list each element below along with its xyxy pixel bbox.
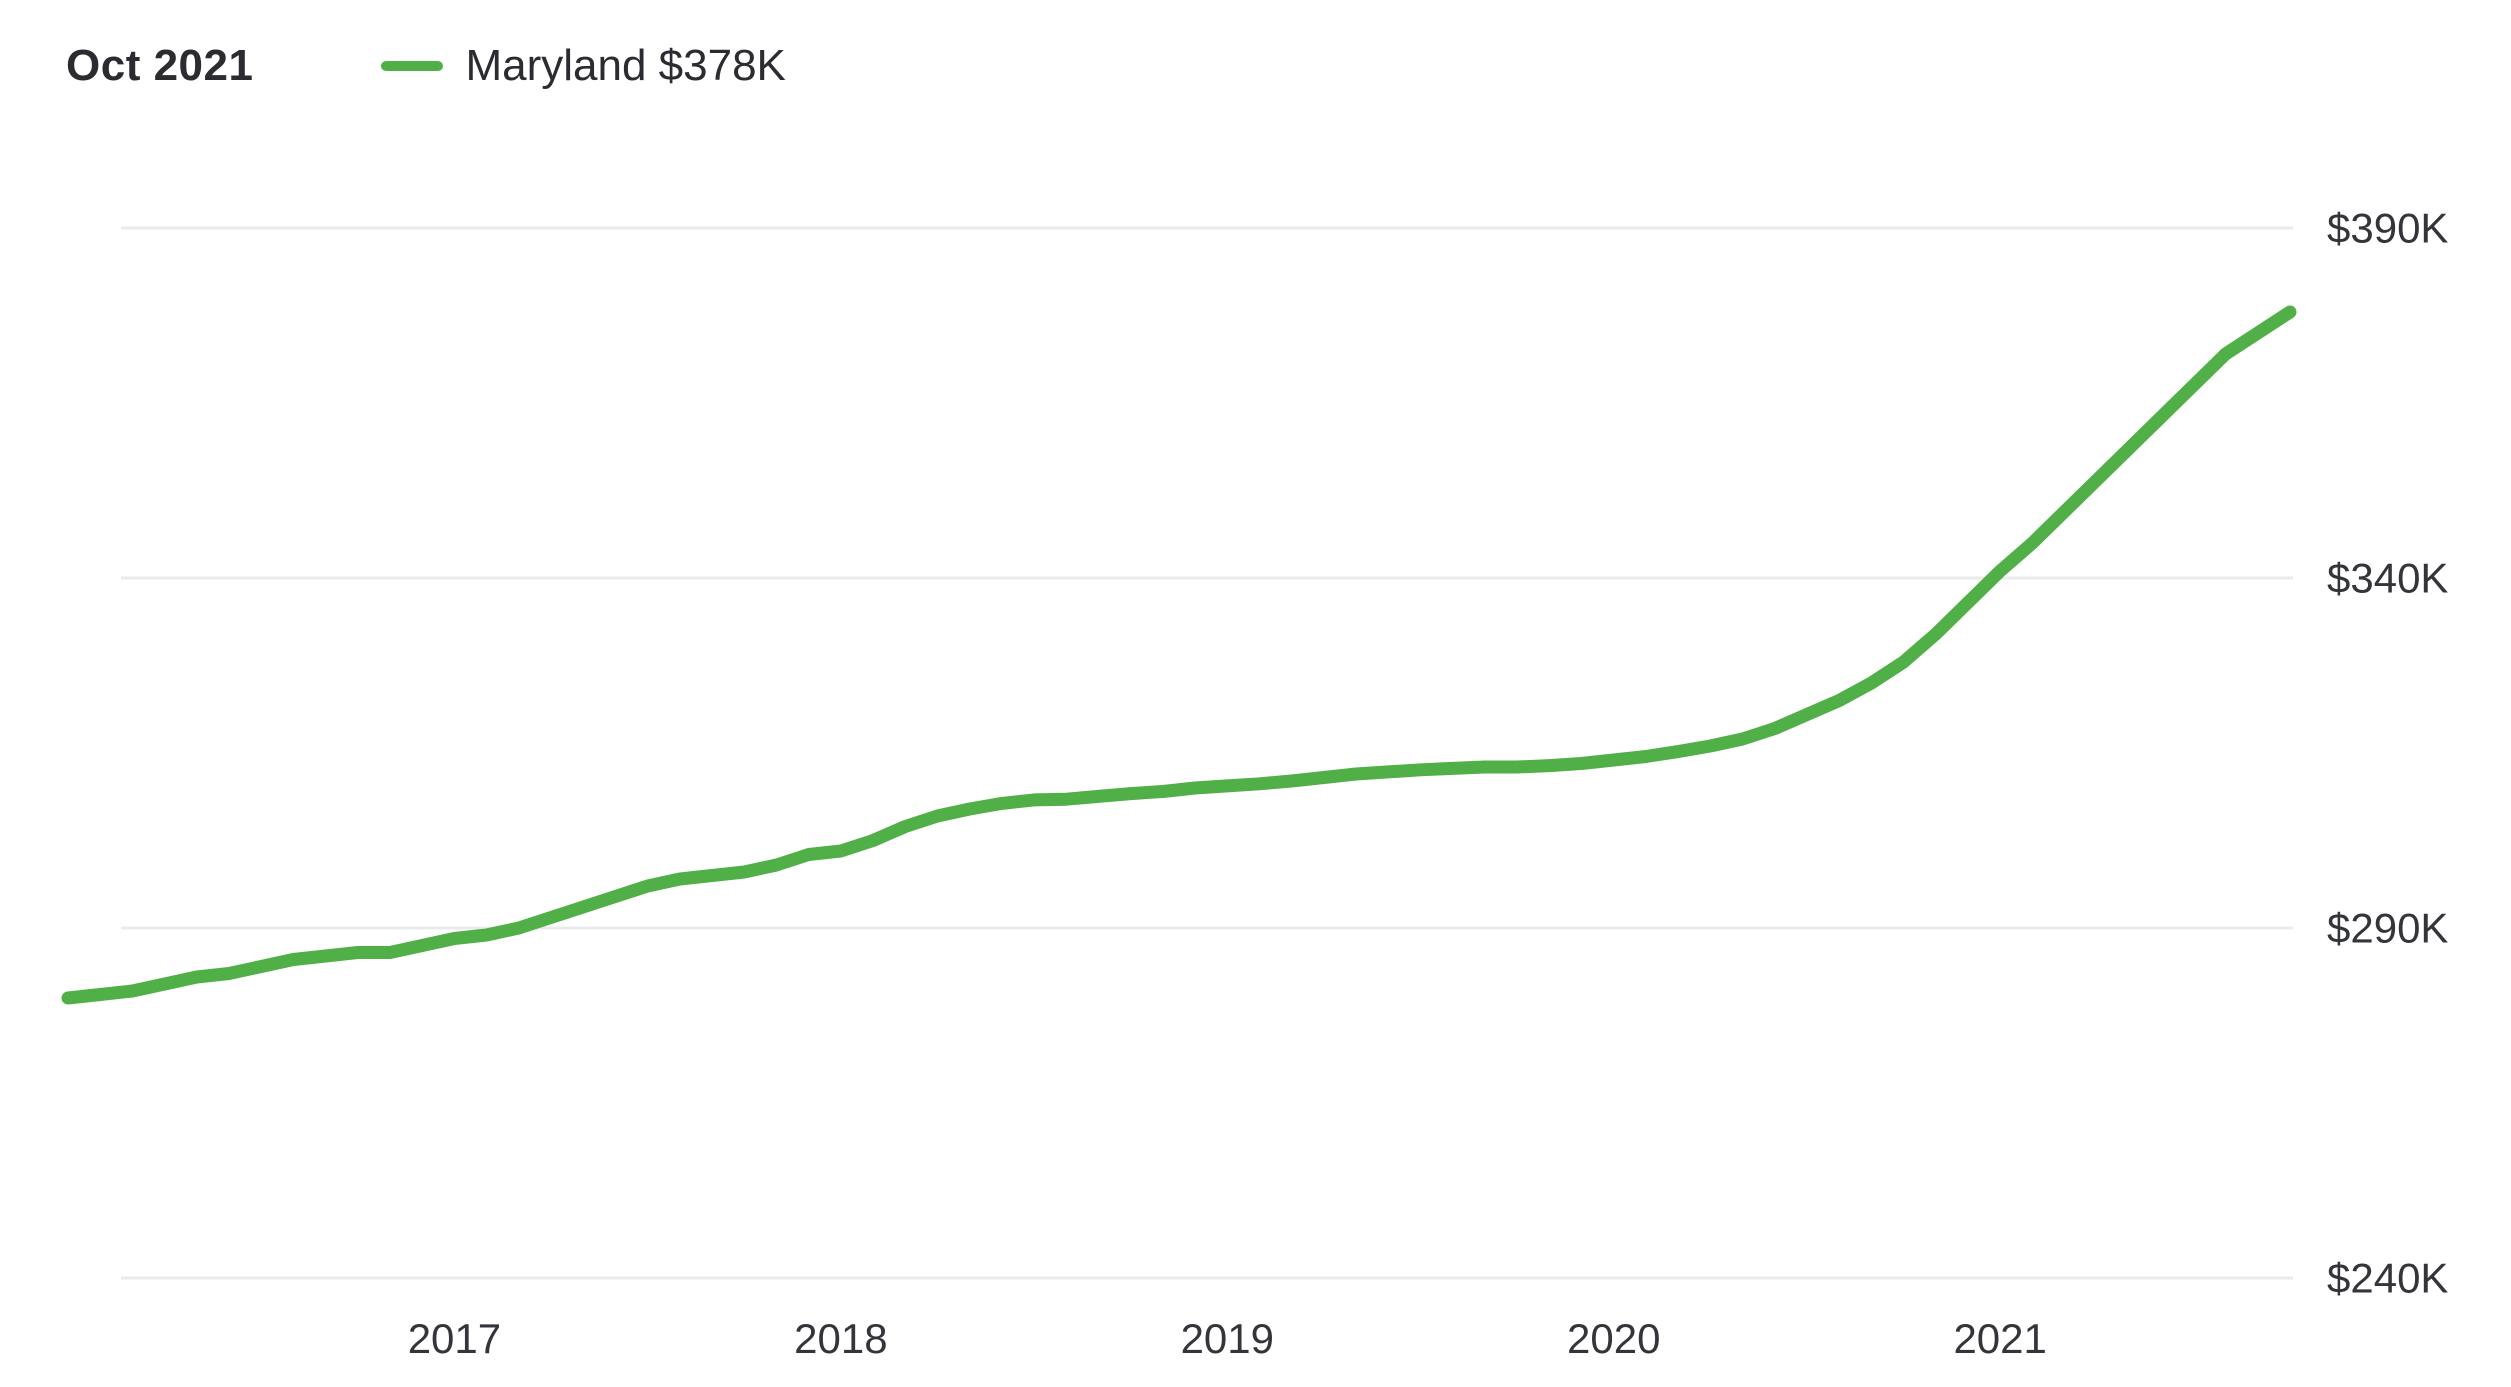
legend: Maryland $378K (381, 41, 786, 91)
x-axis-tick-label: 2017 (408, 1315, 501, 1362)
legend-label: Maryland $378K (465, 41, 786, 90)
legend-line-swatch (381, 61, 444, 71)
maryland-home-value-line (61, 305, 2297, 1005)
hovered-date-label: Oct 2021 (66, 41, 254, 90)
chart-header: Oct 2021 Maryland $378K (66, 38, 786, 94)
x-axis-tick-label: 2019 (1181, 1315, 1274, 1362)
x-axis-tick-label: 2020 (1567, 1315, 1660, 1362)
x-axis-tick-label: 2018 (794, 1315, 887, 1362)
y-axis-tick-label: $290K (2327, 905, 2448, 952)
x-axis-tick-label: 2021 (1953, 1315, 2046, 1362)
y-axis-tick-label: $390K (2327, 205, 2448, 252)
y-axis-tick-label: $340K (2327, 555, 2448, 602)
y-axis-tick-label: $240K (2327, 1255, 2448, 1302)
